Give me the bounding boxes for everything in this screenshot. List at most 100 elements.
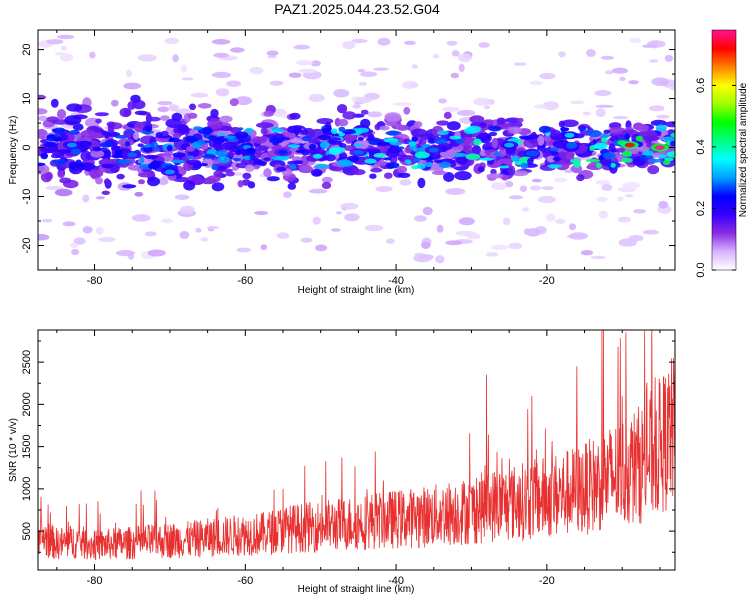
spectrogram-cell: [438, 161, 451, 168]
spectrogram-cell: [486, 119, 494, 125]
spectrogram-cell: [446, 40, 458, 46]
spectrogram-cell: [486, 173, 503, 179]
spectrogram-cell: [230, 47, 245, 53]
colorbar: 0.0 0.2 0.4 0.6 Normalized spectral amplitu…: [695, 29, 749, 278]
spectrogram-cell: [477, 166, 485, 173]
spectrogram-cell: [227, 138, 239, 143]
spectrogram-cell: [213, 52, 229, 58]
tick-label: -20: [539, 575, 555, 587]
spectrogram-cell: [79, 162, 96, 171]
spectrogram-cell: [338, 126, 346, 132]
snr-y-label: SNR (10 * v/v): [8, 418, 19, 482]
spectrogram-cell: [443, 172, 455, 182]
spectrogram-cell: [385, 121, 398, 127]
spectrogram-cell: [458, 63, 465, 73]
spectrogram-cell: [608, 126, 626, 135]
spectrogram-cell: [525, 150, 539, 157]
spectrogram-cell: [245, 164, 255, 172]
spectrogram-cell: [242, 172, 252, 180]
spectrogram-cell: [671, 154, 675, 158]
spectrogram-cell: [624, 194, 634, 198]
spectrogram-cell: [397, 146, 405, 150]
spectrogram-cell: [134, 110, 148, 116]
spectrogram-cell: [338, 118, 349, 127]
spectrogram-cell: [397, 172, 411, 178]
spectrogram-cell: [165, 164, 179, 169]
spectrogram-cell: [408, 141, 417, 147]
spectrogram-cell: [413, 121, 423, 128]
spectrogram-cell: [57, 149, 72, 154]
spectrogram-x-label: Height of straight line (km): [298, 285, 415, 296]
spectrogram-cell: [417, 177, 426, 189]
spectrogram-cell: [578, 125, 587, 132]
spectrogram-cell: [168, 104, 179, 112]
spectrogram-cell: [654, 145, 665, 151]
spectrogram-cell: [427, 137, 437, 144]
spectrogram-cell: [127, 101, 136, 110]
spectrogram-cell: [560, 127, 570, 132]
spectrogram-cell: [157, 106, 170, 113]
spectrogram-cell: [384, 172, 393, 179]
spectrogram-cell: [587, 130, 602, 138]
spectrogram-cell: [642, 44, 656, 48]
spectrogram-cell: [500, 163, 507, 175]
spectrogram-cell: [68, 161, 77, 169]
spectrogram-cell: [172, 152, 186, 158]
spectrogram-cell: [41, 218, 53, 223]
spectrogram-cell: [165, 118, 182, 128]
spectrogram-cell: [43, 141, 57, 148]
spectrogram-cell: [382, 157, 392, 161]
spectrogram-cell: [413, 157, 421, 163]
spectrogram-cell: [336, 211, 342, 215]
spectrogram-cell: [431, 170, 447, 176]
spectrogram-cell: [269, 137, 283, 144]
spectrogram-cell: [193, 126, 203, 131]
spectrogram-cell: [425, 162, 434, 168]
spectrogram-cell: [499, 165, 510, 169]
snr-y-ticks: 500 1000 1500 2000 2500: [21, 340, 675, 553]
spectrogram-cell: [642, 229, 659, 235]
spectrogram-cell: [190, 92, 209, 98]
spectrogram-cell: [421, 241, 431, 249]
spectrogram-cell: [449, 159, 457, 168]
spectrogram-cell: [195, 227, 202, 233]
spectrogram-cell: [433, 159, 443, 163]
tick-label: 0.0: [695, 262, 707, 277]
spectrogram-cell: [172, 132, 182, 139]
spectrogram-cell: [150, 160, 160, 168]
spectrogram-cell: [600, 55, 614, 60]
spectrogram-cell: [656, 114, 670, 119]
spectrogram-cell: [539, 72, 556, 80]
spectrogram-cell: [234, 96, 252, 106]
spectrogram-cell: [164, 169, 175, 175]
spectrogram-cell: [555, 218, 566, 224]
spectrogram-cell: [276, 166, 287, 172]
spectrogram-cell: [422, 206, 433, 216]
spectrogram-cell: [517, 117, 524, 123]
spectrogram-cell: [71, 248, 80, 256]
spectrogram-cell: [185, 155, 195, 159]
spectrogram-cell: [155, 147, 162, 151]
tick-label: 1500: [21, 434, 33, 458]
spectrogram-cell: [57, 34, 75, 40]
spectrogram-cell: [357, 69, 366, 73]
spectrogram-cell: [403, 106, 411, 115]
spectrogram-cell: [662, 160, 671, 165]
spectrogram-cell: [131, 214, 151, 222]
spectrogram-cell: [442, 106, 460, 112]
spectrogram-cell: [82, 194, 90, 203]
spectrogram-field: [38, 34, 675, 264]
spectrogram-cell: [473, 97, 491, 106]
spectrogram-cell: [266, 176, 280, 182]
spectrogram-cell: [580, 250, 594, 256]
spectrogram-cell: [384, 112, 402, 122]
spectrogram-cell: [215, 150, 229, 157]
spectrogram-cell: [559, 149, 567, 161]
spectrogram-cell: [288, 144, 300, 149]
spectrogram-cell: [74, 164, 86, 168]
spectrogram-cell: [478, 42, 490, 48]
tick-label: 2500: [21, 350, 33, 374]
spectrogram-cell: [260, 244, 267, 251]
spectrogram-cell: [663, 136, 675, 142]
spectrogram-cell: [300, 237, 313, 243]
